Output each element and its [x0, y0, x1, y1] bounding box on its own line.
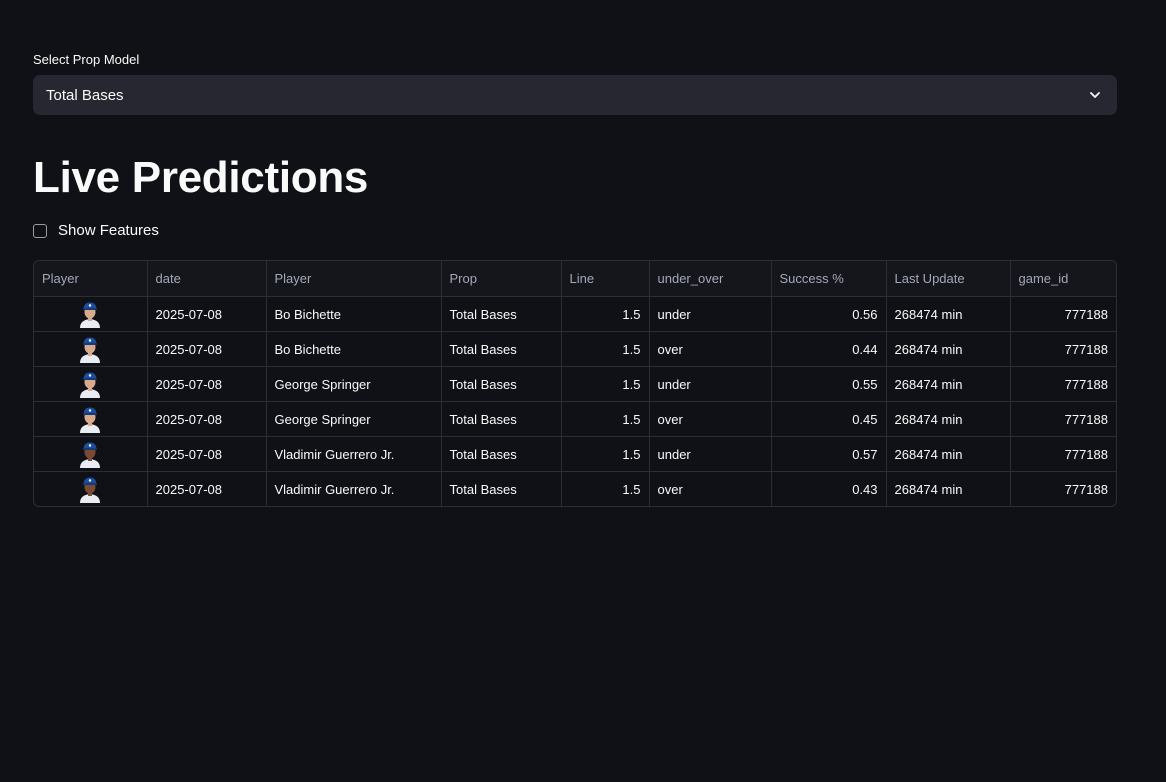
cell-game-id: 777188: [1064, 481, 1108, 497]
cell-prop: Total Bases: [441, 401, 562, 437]
column-header[interactable]: game_id: [1010, 261, 1116, 297]
cell-date: 2025-07-08: [147, 296, 267, 332]
cell-prop: Total Bases: [441, 331, 562, 367]
cell-game-id: 777188: [1010, 436, 1116, 472]
cell-game-id: 777188: [1010, 331, 1116, 367]
table-row[interactable]: 2025-07-08 Bo Bichette Total Bases 1.5 over 0…: [34, 331, 1116, 367]
select-label: Select Prop Model: [33, 52, 140, 67]
cell-headshot: [34, 366, 148, 402]
cell-headshot: [34, 401, 148, 437]
cell-headshot: [34, 471, 148, 506]
column-header[interactable]: Player: [266, 261, 442, 297]
cell-success: 0.45: [771, 401, 887, 437]
cell-under-over: under: [649, 436, 772, 472]
cell-under-over: over: [649, 401, 772, 437]
predictions-table: Player date Player Prop Line under_over …: [33, 260, 1117, 507]
cell-player: Bo Bichette: [266, 296, 442, 332]
cell-success: 0.43: [771, 471, 887, 506]
vladimir-guerrero-headshot: [80, 477, 101, 503]
cell-player: Vladimir Guerrero Jr.: [266, 471, 442, 506]
chevron-down-icon: [1086, 86, 1104, 104]
table-header-row: Player date Player Prop Line under_over …: [34, 261, 1116, 297]
cell-last-update: 268474 min: [886, 436, 1011, 472]
table-row[interactable]: 2025-07-08 Vladimir Guerrero Jr. Total Bas…: [34, 471, 1116, 506]
cell-date: 2025-07-08: [147, 331, 267, 367]
column-header[interactable]: Line: [561, 261, 650, 297]
cell-line: 1.5: [561, 331, 650, 367]
cell-line: 1.5: [561, 436, 650, 472]
table-row[interactable]: 2025-07-08 Vladimir Guerrero Jr. Total Bas…: [34, 436, 1116, 472]
select-value: Total Bases: [46, 86, 124, 104]
cell-line: 1.5: [561, 366, 650, 402]
table-row[interactable]: 2025-07-08 George Springer Total Bases 1.5 u…: [34, 366, 1116, 402]
cell-prop: Total Bases: [441, 471, 562, 506]
cell-prop: Total Bases: [441, 296, 562, 332]
column-header[interactable]: Player: [34, 261, 148, 297]
cell-last-update: 268474 min: [886, 296, 1011, 332]
prop-model-select[interactable]: Total Bases: [33, 75, 1117, 115]
cell-date: 2025-07-08: [147, 471, 267, 506]
column-header[interactable]: date: [147, 261, 267, 297]
cell-line: 1.5: [561, 471, 650, 506]
bo-bichette-headshot: [80, 302, 101, 328]
bo-bichette-headshot: [80, 337, 101, 363]
cell-line: 1.5: [561, 296, 650, 332]
table-row[interactable]: 2025-07-08 George Springer Total Bases 1.5 o…: [34, 401, 1116, 437]
table-body: 2025-07-08 Bo Bichette Total Bases 1.5 under…: [34, 296, 1116, 506]
cell-under-over: over: [649, 471, 772, 506]
cell-under-over: over: [649, 331, 772, 367]
column-header[interactable]: under_over: [649, 261, 772, 297]
cell-date: 2025-07-08: [147, 366, 267, 402]
cell-headshot: [34, 436, 148, 472]
cell-headshot: [34, 296, 148, 332]
cell-player: Vladimir Guerrero Jr.: [266, 436, 442, 472]
cell-game-id: 777188: [1010, 401, 1116, 437]
cell-prop: Total Bases: [441, 436, 562, 472]
column-header[interactable]: Last Update: [886, 261, 1011, 297]
cell-game-id: 777188: [1010, 366, 1116, 402]
show-features-checkbox[interactable]: [33, 223, 47, 238]
cell-line: 1.5: [561, 401, 650, 437]
cell-prop: Total Bases: [441, 366, 562, 402]
cell-game-id: 777188: [1010, 296, 1116, 332]
cell-success: 0.57: [771, 436, 887, 472]
column-header[interactable]: Prop: [441, 261, 562, 297]
cell-date: 2025-07-08: [147, 436, 267, 472]
cell-date: 2025-07-08: [147, 401, 267, 437]
cell-success: 0.44: [771, 331, 887, 367]
column-header[interactable]: Success %: [771, 261, 887, 297]
cell-player: Bo Bichette: [266, 331, 442, 367]
cell-last-update: 268474 min: [886, 401, 1011, 437]
cell-last-update: 268474 min: [886, 331, 1011, 367]
cell-player: George Springer: [266, 401, 442, 437]
cell-last-update: 268474 min: [886, 471, 1011, 506]
cell-under-over: under: [649, 366, 772, 402]
cell-last-update: 268474 min: [886, 366, 1011, 402]
show-features-label: Show Features: [58, 222, 159, 239]
show-features-toggle[interactable]: Show Features: [33, 222, 159, 239]
george-springer-headshot: [80, 407, 101, 433]
vladimir-guerrero-headshot: [80, 442, 101, 468]
cell-headshot: [34, 331, 148, 367]
cell-under-over: under: [649, 296, 772, 332]
george-springer-headshot: [80, 372, 101, 398]
cell-success: 0.55: [771, 366, 887, 402]
cell-player: George Springer: [266, 366, 442, 402]
cell-success: 0.56: [771, 296, 887, 332]
table-row[interactable]: 2025-07-08 Bo Bichette Total Bases 1.5 under…: [34, 296, 1116, 332]
page-title: Live Predictions: [33, 153, 369, 202]
